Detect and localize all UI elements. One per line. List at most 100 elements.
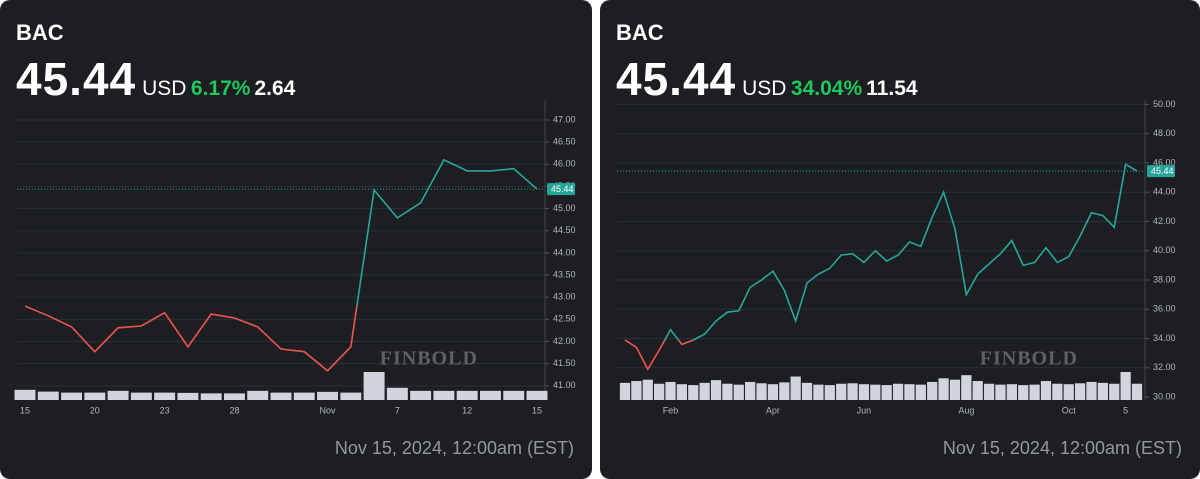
volume-bar <box>526 390 548 400</box>
volume-bar <box>270 392 292 400</box>
volume-bar <box>1040 381 1052 400</box>
volume-bar <box>745 381 756 400</box>
y-tick-label: 44.00 <box>1153 187 1176 197</box>
change-percent: 34.04% <box>790 77 863 100</box>
volume-bar <box>1029 384 1040 400</box>
volume-bar <box>317 391 339 400</box>
price-label: 45.44 <box>551 184 574 194</box>
y-tick-label: 40.00 <box>1153 245 1176 255</box>
price: 45.44 <box>16 53 137 105</box>
price-line <box>24 158 538 372</box>
volume-bar <box>767 384 779 400</box>
volume-bar <box>1097 382 1108 400</box>
x-tick-label: Apr <box>766 405 780 415</box>
volume-bar <box>503 390 525 400</box>
volume-bar <box>386 387 408 400</box>
volume-bar <box>61 392 83 400</box>
volume-bar <box>790 376 801 400</box>
volume-bar <box>699 382 710 400</box>
currency: USD <box>142 77 187 100</box>
volume-bar <box>801 382 813 400</box>
volume-bar <box>779 382 790 400</box>
x-tick-label: Feb <box>663 405 679 415</box>
volume-bar <box>223 393 245 400</box>
y-tick-label: 42.50 <box>553 314 576 324</box>
volume-bar <box>154 392 176 400</box>
price: 45.44 <box>616 53 737 105</box>
volume-bar <box>1018 385 1029 400</box>
volume-bar <box>938 378 949 400</box>
volume-bar <box>107 390 129 400</box>
volume-bar <box>1109 383 1120 400</box>
volume-bar <box>293 392 315 400</box>
x-tick-label: 7 <box>395 405 400 415</box>
volume-bar <box>824 385 835 400</box>
price-label: 45.44 <box>1151 166 1174 176</box>
x-tick-label: 5 <box>1123 405 1128 415</box>
x-tick-label: Oct <box>1062 405 1077 415</box>
y-tick-label: 32.00 <box>1153 362 1176 372</box>
price-line <box>624 163 1138 371</box>
y-tick-label: 41.00 <box>553 380 576 390</box>
y-tick-label: 46.50 <box>553 136 576 146</box>
volume-bar <box>247 390 269 400</box>
volume-bar <box>177 392 199 400</box>
change: 11.54 <box>866 77 918 100</box>
volume-bar <box>1120 372 1131 400</box>
y-tick-label: 34.00 <box>1153 333 1176 343</box>
volume-bar <box>84 392 106 400</box>
volume-bar <box>870 384 881 400</box>
y-tick-label: 45.00 <box>553 203 576 213</box>
ticker: BAC <box>16 20 64 45</box>
volume-bar <box>654 383 665 400</box>
watermark: FINBOLD <box>380 348 478 370</box>
volume-bar <box>972 381 983 400</box>
y-tick-label: 50.00 <box>1153 99 1176 109</box>
volume-bar <box>1074 383 1086 400</box>
volume-bar <box>961 375 972 400</box>
y-tick-label: 44.00 <box>553 247 576 257</box>
volume-bar <box>881 385 892 400</box>
volume-bar <box>1063 384 1074 400</box>
y-tick-label: 46.00 <box>1153 157 1176 167</box>
x-tick-label: Jun <box>857 405 872 415</box>
volume-bar <box>676 384 688 400</box>
volume-bar <box>949 379 961 400</box>
x-tick-label: 12 <box>462 405 472 415</box>
volume-bar <box>836 383 847 400</box>
y-tick-label: 36.00 <box>1153 304 1176 314</box>
y-tick-label: 44.50 <box>553 225 576 235</box>
x-tick-label: 23 <box>160 405 170 415</box>
volume-bar <box>688 385 699 400</box>
volume-bar <box>642 379 653 400</box>
y-tick-label: 42.00 <box>553 336 576 346</box>
price-label-box <box>1147 165 1175 178</box>
timestamp: Nov 15, 2024, 12:00am (EST) <box>942 438 1182 458</box>
volume-bar <box>983 383 995 400</box>
volume-bar <box>904 384 915 400</box>
volume-bar <box>847 383 858 400</box>
y-tick-label: 48.00 <box>1153 128 1176 138</box>
y-tick-label: 38.00 <box>1153 274 1176 284</box>
x-tick-label: 15 <box>532 405 542 415</box>
volume-bar <box>37 391 59 400</box>
currency: USD <box>742 77 787 100</box>
volume-bar <box>130 392 152 400</box>
volume-bar <box>14 389 36 400</box>
timestamp: Nov 15, 2024, 12:00am (EST) <box>334 438 574 458</box>
volume-bar <box>665 381 676 400</box>
volume-bar <box>927 381 938 400</box>
volume-bar <box>1086 381 1097 400</box>
volume-bar <box>892 383 904 400</box>
x-tick-label: Nov <box>320 405 337 415</box>
x-tick-label: 15 <box>20 405 30 415</box>
volume-bar <box>710 380 722 400</box>
y-tick-label: 41.50 <box>553 358 576 368</box>
volume-bar <box>756 383 767 400</box>
change: 2.64 <box>254 77 296 100</box>
volume-bar <box>631 381 642 400</box>
volume-bar <box>200 393 222 400</box>
volume-bar <box>433 390 455 400</box>
